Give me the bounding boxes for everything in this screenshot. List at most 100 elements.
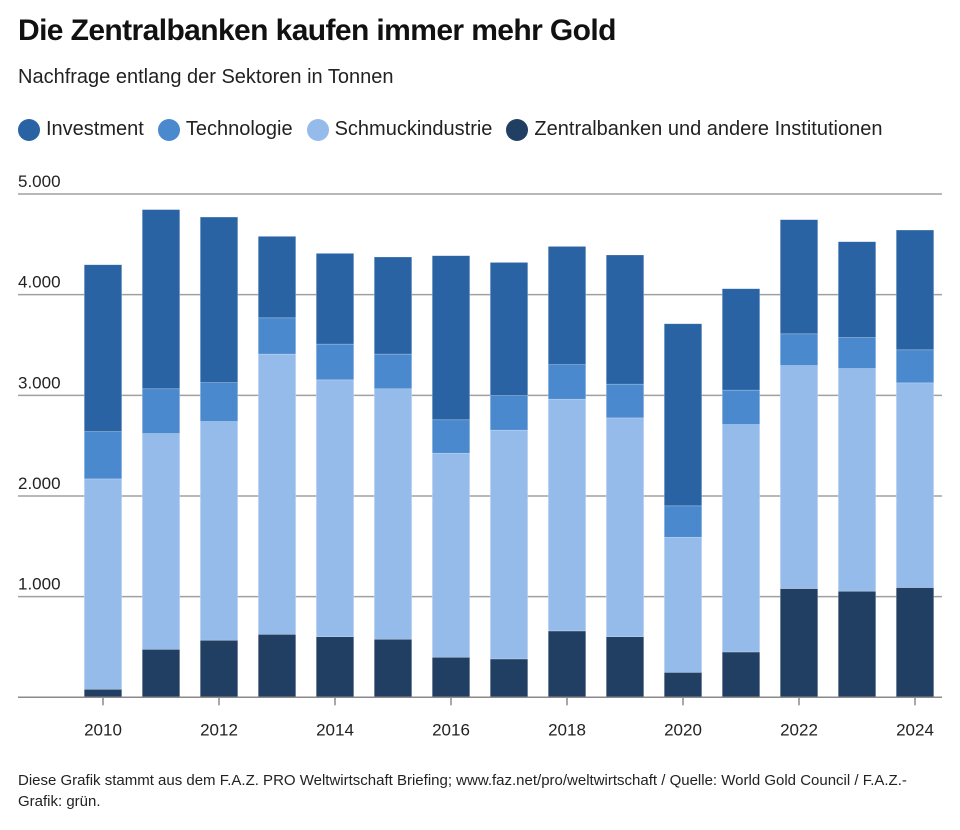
bar-segment xyxy=(141,648,181,698)
x-tick-label: 2010 xyxy=(84,720,122,739)
bar-chart: 2010 2012 2014 2016 2018 2020 2022 2024 1.000 2.… xyxy=(18,172,942,739)
legend-label: Investment xyxy=(46,118,144,140)
bar-segment xyxy=(895,587,935,698)
y-tick-label: 2.000 xyxy=(18,474,61,493)
x-tick-label: 2014 xyxy=(316,720,354,739)
bar-segment xyxy=(779,365,819,589)
bar-segment xyxy=(315,253,355,345)
bar-segment xyxy=(837,368,877,592)
y-tick-label: 3.000 xyxy=(18,373,61,392)
bar-segment xyxy=(199,639,239,698)
bar-segment xyxy=(141,433,181,650)
bar-segment xyxy=(257,317,297,355)
bar-segment xyxy=(547,398,587,632)
bar-segment xyxy=(895,382,935,588)
bar-segment xyxy=(663,536,703,673)
x-tick-label: 2012 xyxy=(200,720,238,739)
x-tick-label: 2020 xyxy=(664,720,702,739)
bar-segment xyxy=(83,478,123,690)
bar-group-2024 xyxy=(895,229,935,698)
bar-segment xyxy=(895,229,935,351)
bar-segment xyxy=(605,417,645,638)
bar-segment xyxy=(431,656,471,698)
bar-segment xyxy=(489,658,529,698)
bar-segment xyxy=(431,419,471,454)
bar-segment xyxy=(315,343,355,381)
legend-label: Zentralbanken und andere Institutionen xyxy=(534,118,883,140)
bar-segment xyxy=(779,588,819,698)
bar-group-2014 xyxy=(315,253,355,698)
source-note: Diese Grafik stammt aus dem F.A.Z. PRO W… xyxy=(18,772,907,810)
bar-segment xyxy=(605,636,645,698)
legend-item-investment: Investment xyxy=(18,118,144,141)
bar-segment xyxy=(489,262,529,396)
bar-segment xyxy=(431,452,471,658)
bar-segment xyxy=(199,216,239,383)
bar-segment xyxy=(721,651,761,698)
bar-segment xyxy=(895,349,935,384)
bar-segment xyxy=(547,364,587,400)
bar-group-2013 xyxy=(257,236,297,698)
bar-segment xyxy=(315,379,355,638)
bar-segment xyxy=(837,590,877,698)
bar-segment xyxy=(779,219,819,335)
bar-segment xyxy=(663,323,703,507)
bar-segment xyxy=(721,389,761,425)
bar-segment xyxy=(547,246,587,365)
bar-group-2012 xyxy=(199,216,239,698)
bar-segment xyxy=(547,630,587,698)
bar-segment xyxy=(257,353,297,635)
legend-item-technologie: Technologie xyxy=(157,118,293,141)
bar-segment xyxy=(199,421,239,641)
bar-segment xyxy=(373,353,413,390)
bar-segment xyxy=(373,256,413,355)
bar-segment xyxy=(605,383,645,419)
legend-swatch-schmuckindustrie xyxy=(306,118,329,141)
bar-group-2018 xyxy=(547,246,587,698)
bar-segment xyxy=(663,505,703,538)
bar-segment xyxy=(83,264,123,432)
legend-swatch-investment xyxy=(18,118,40,141)
bar-segment xyxy=(373,638,413,698)
bar-group-2010 xyxy=(83,264,123,698)
legend-item-schmuckindustrie: Schmuckindustrie xyxy=(306,118,493,141)
bar-segment xyxy=(721,288,761,391)
bar-segment xyxy=(141,209,181,390)
x-tick-label: 2018 xyxy=(548,720,586,739)
bar-group-2023 xyxy=(837,241,877,698)
bar-segment xyxy=(721,424,761,653)
legend-label: Technologie xyxy=(185,118,293,140)
x-tick-label: 2022 xyxy=(780,720,818,739)
bar-segment xyxy=(605,254,645,385)
y-tick-label: 1.000 xyxy=(18,575,61,594)
bar-segment xyxy=(373,388,413,640)
y-tick-label: 4.000 xyxy=(18,273,61,292)
chart-title: Die Zentralbanken kaufen immer mehr Gold xyxy=(18,14,616,47)
bar-segment xyxy=(489,395,529,431)
bar-segment xyxy=(663,672,703,698)
bar-group-2015 xyxy=(373,256,413,698)
bar-segment xyxy=(257,633,297,698)
bar-segment xyxy=(779,333,819,366)
bar-group-2016 xyxy=(431,255,471,698)
legend: Investment Technologie Schmuckindustrie … xyxy=(18,118,896,141)
legend-swatch-zentralbanken xyxy=(506,118,529,141)
bar-group-2020 xyxy=(663,323,703,698)
bar-segment xyxy=(837,337,877,369)
x-tick-label: 2024 xyxy=(896,720,934,739)
bar-segment xyxy=(83,688,123,698)
x-tick-label: 2016 xyxy=(432,720,470,739)
bar-group-2011 xyxy=(141,209,181,698)
legend-swatch-technologie xyxy=(157,118,180,141)
bar-group-2017 xyxy=(489,262,529,698)
bars xyxy=(83,209,935,698)
bar-group-2022 xyxy=(779,219,819,698)
bar-group-2021 xyxy=(721,288,761,698)
bar-segment xyxy=(257,236,297,319)
bar-segment xyxy=(83,431,123,480)
bar-segment xyxy=(837,241,877,338)
legend-label: Schmuckindustrie xyxy=(334,118,493,140)
y-axis-labels: 1.000 2.000 3.000 4.000 5.000 xyxy=(18,172,61,594)
bar-segment xyxy=(431,255,471,421)
legend-item-zentralbanken: Zentralbanken und andere Institutionen xyxy=(506,118,882,141)
